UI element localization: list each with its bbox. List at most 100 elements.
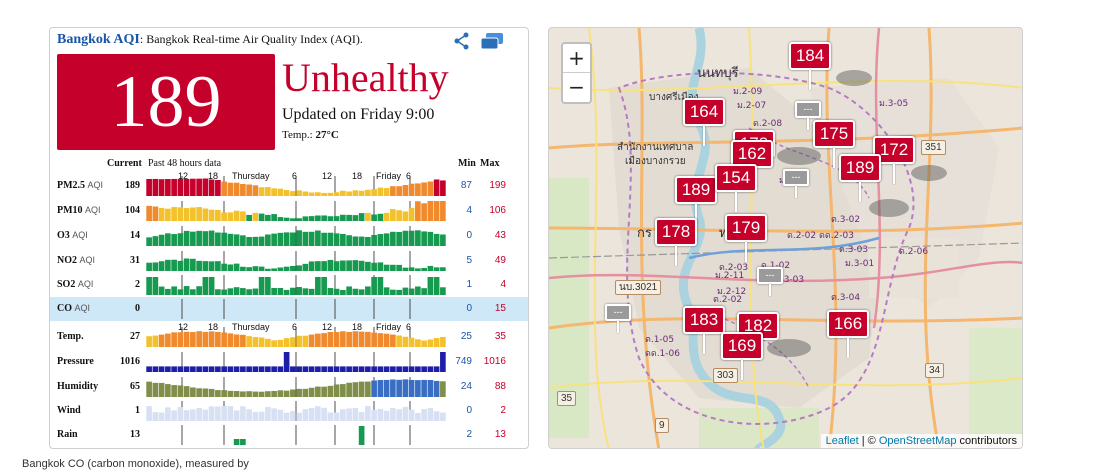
share-icon[interactable] — [453, 32, 471, 50]
map-marker-aqi[interactable]: 189 — [839, 154, 881, 202]
station-code-label: ดด.2-03 — [819, 231, 854, 241]
spark-bar — [158, 207, 165, 221]
row-wind[interactable]: Wind 1 0 2 — [50, 399, 528, 423]
spark-bar — [396, 379, 402, 397]
spark-bar — [196, 260, 202, 271]
sparkline-rain[interactable] — [146, 425, 446, 445]
row-pm25[interactable]: PM2.5 AQI 189 87 199 — [50, 174, 528, 198]
leaflet-link[interactable]: Leaflet — [825, 435, 859, 447]
row-unit: AQI — [79, 255, 96, 265]
spark-bar — [290, 232, 296, 246]
map-marker-aqi[interactable]: 166 — [827, 310, 869, 358]
map-marker-aqi[interactable]: 164 — [683, 98, 725, 146]
row-label: CO AQI — [57, 303, 90, 314]
spark-bar — [308, 407, 315, 421]
spark-bar — [321, 261, 327, 271]
sparkline-co[interactable] — [146, 299, 446, 319]
row-so2[interactable]: SO2 AQI 2 1 4 — [50, 273, 528, 297]
station-code-label: ด.1-02 — [761, 261, 791, 271]
row-label: O3 AQI — [57, 230, 88, 241]
sparkline-so2[interactable] — [146, 275, 446, 295]
spark-bar — [408, 183, 415, 196]
spark-bar — [427, 231, 434, 246]
sparkline-temp[interactable] — [146, 327, 446, 347]
spark-bar — [290, 337, 296, 347]
spark-bar — [327, 216, 334, 221]
spark-bar — [340, 289, 346, 295]
spark-bar — [165, 179, 171, 196]
map-marker-aqi[interactable]: 179 — [725, 214, 767, 262]
spark-bar — [315, 261, 321, 271]
spark-bar — [196, 331, 202, 347]
spark-bar — [308, 216, 315, 221]
row-humidity[interactable]: Humidity 65 24 88 — [50, 375, 528, 399]
sparkline-pressure[interactable] — [146, 352, 446, 372]
spark-bar — [271, 188, 277, 196]
row-co[interactable]: CO AQI 0 0 15 — [50, 297, 528, 321]
map-marker-nodata[interactable]: --- — [757, 267, 783, 296]
spark-bar — [215, 261, 221, 271]
map-marker-aqi[interactable]: 184 — [789, 42, 831, 90]
spark-bar — [415, 412, 421, 421]
sparkline-pm25[interactable] — [146, 176, 446, 196]
spark-bar — [202, 331, 209, 347]
past-column-header: Past 48 hours data — [148, 158, 222, 169]
row-label: Pressure — [57, 356, 94, 367]
row-temp[interactable]: Temp. 27 25 35 — [50, 325, 528, 349]
row-pm10[interactable]: PM10 AQI 104 4 106 — [50, 199, 528, 223]
map-marker-aqi[interactable]: 154 — [715, 164, 757, 212]
spark-bar — [415, 366, 421, 372]
map-marker-nodata[interactable]: --- — [605, 304, 631, 333]
map-marker-value: 183 — [683, 306, 725, 334]
spark-bar — [215, 232, 221, 246]
sparkline-pm10[interactable] — [146, 201, 446, 221]
map-tiles[interactable] — [549, 28, 1023, 449]
map-marker-aqi[interactable]: 189 — [675, 176, 717, 224]
sparkline-o3[interactable] — [146, 226, 446, 246]
sparkline-humidity[interactable] — [146, 377, 446, 397]
zoom-in-button[interactable]: + — [563, 44, 590, 73]
spark-bar — [383, 212, 390, 221]
row-min-value: 5 — [466, 255, 472, 266]
spark-bar — [321, 333, 327, 347]
map-marker-aqi[interactable]: 183 — [683, 306, 725, 354]
osm-link[interactable]: OpenStreetMap — [878, 435, 957, 447]
map-marker-aqi[interactable]: 178 — [655, 218, 697, 266]
spark-bar — [421, 182, 427, 196]
spark-bar — [402, 185, 409, 196]
spark-bar — [190, 409, 196, 421]
spark-bar — [390, 366, 396, 372]
spark-bar — [302, 388, 309, 397]
row-pressure[interactable]: Pressure 1016 749 1016 — [50, 350, 528, 374]
spark-bar — [315, 230, 321, 246]
map-marker-aqi[interactable]: 162 — [731, 140, 773, 188]
road-shield-303: 303 — [713, 368, 738, 383]
row-no2[interactable]: NO2 AQI 31 5 49 — [50, 249, 528, 273]
spark-bar — [215, 179, 221, 196]
sparkline-no2[interactable] — [146, 251, 446, 271]
spark-bar — [308, 334, 315, 347]
time-axis-tick: 18 — [208, 322, 219, 332]
sparkline-wind[interactable] — [146, 401, 446, 421]
spark-bar — [308, 231, 315, 246]
map-marker-nodata[interactable]: --- — [783, 169, 809, 198]
spark-bar — [246, 409, 252, 421]
city-link[interactable]: Bangkok AQI — [57, 32, 140, 47]
row-o3[interactable]: O3 AQI 14 0 43 — [50, 224, 528, 248]
map-marker-aqi[interactable]: 169 — [721, 332, 763, 380]
map-marker-nodata[interactable]: --- — [795, 101, 821, 130]
spark-bar — [171, 332, 177, 347]
spark-bar — [440, 180, 446, 196]
spark-bar — [227, 182, 234, 196]
map-marker-aqi[interactable]: 175 — [813, 120, 855, 168]
spark-bar — [383, 379, 390, 397]
windows-icon[interactable] — [480, 32, 504, 50]
spark-bar — [208, 209, 215, 221]
spark-bar — [208, 261, 215, 271]
row-rain[interactable]: Rain 13 2 13 — [50, 423, 528, 447]
zoom-out-button[interactable]: − — [563, 73, 590, 102]
spark-bar — [302, 366, 309, 372]
map-panel[interactable]: นนทบุรี บางศรีเมือง สำนักงานเทศบาล เมือง… — [548, 27, 1023, 449]
spark-bar — [208, 230, 215, 246]
row-min-value: 4 — [466, 205, 472, 216]
